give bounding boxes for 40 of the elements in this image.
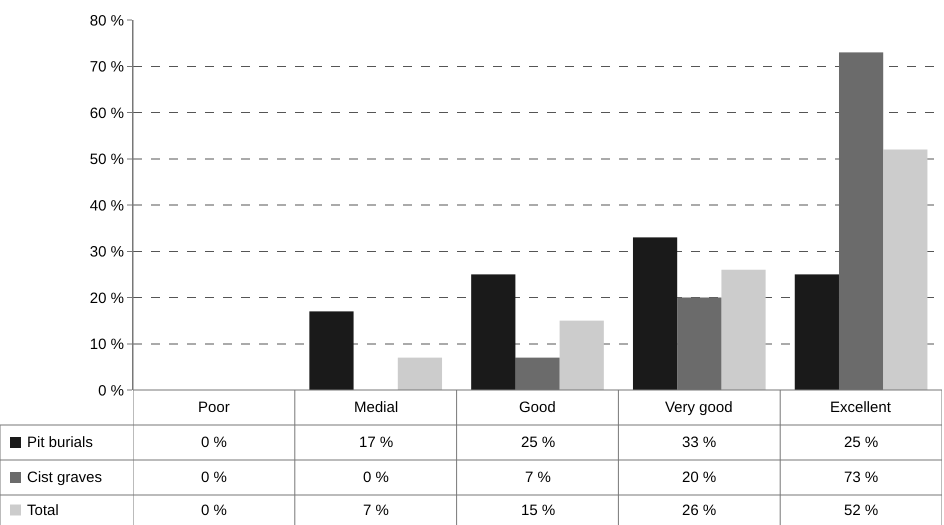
y-tick-label: 60 % xyxy=(90,104,124,122)
bar xyxy=(560,320,604,390)
y-tick-label: 20 % xyxy=(90,290,124,307)
y-tick-label: 50 % xyxy=(90,151,124,168)
data-label: 52 % xyxy=(844,502,878,519)
y-tick-label: 30 % xyxy=(90,244,124,260)
data-label: 25 % xyxy=(844,434,878,451)
legend-label: Cist graves xyxy=(27,469,102,486)
data-label: 15 % xyxy=(521,502,556,519)
data-label: 73 % xyxy=(844,469,878,486)
data-label: 0 % xyxy=(201,502,227,519)
x-tick-label: Excellent xyxy=(830,399,892,416)
bar xyxy=(309,311,354,390)
y-tick-label: 70 % xyxy=(90,58,124,76)
x-tick-label: Good xyxy=(519,399,556,416)
bar xyxy=(883,150,928,390)
bar xyxy=(794,274,839,390)
legend-label: Pit burials xyxy=(27,434,93,451)
y-tick-label: 0 % xyxy=(98,382,124,400)
legend-label: Total xyxy=(27,502,59,519)
x-tick-label: Poor xyxy=(198,399,230,416)
data-label: 17 % xyxy=(359,434,394,451)
x-tick-label: Medial xyxy=(354,399,398,416)
data-label: 26 % xyxy=(682,502,716,519)
y-tick-label: 80 % xyxy=(90,12,124,30)
data-label: 7 % xyxy=(525,469,551,486)
data-label: 0 % xyxy=(201,469,227,486)
y-tick-label: 10 % xyxy=(90,336,124,353)
data-label: 20 % xyxy=(682,469,716,486)
x-tick-label: Very good xyxy=(665,399,733,416)
data-label: 25 % xyxy=(521,434,556,451)
data-label: 7 % xyxy=(363,502,389,519)
bar xyxy=(721,270,766,390)
data-label: 33 % xyxy=(682,434,716,451)
y-tick-label: 40 % xyxy=(90,197,124,214)
data-label: 0 % xyxy=(201,434,227,451)
data-label: 0 % xyxy=(363,469,389,486)
bar xyxy=(632,237,678,390)
bar xyxy=(398,358,442,390)
bar xyxy=(471,274,516,390)
